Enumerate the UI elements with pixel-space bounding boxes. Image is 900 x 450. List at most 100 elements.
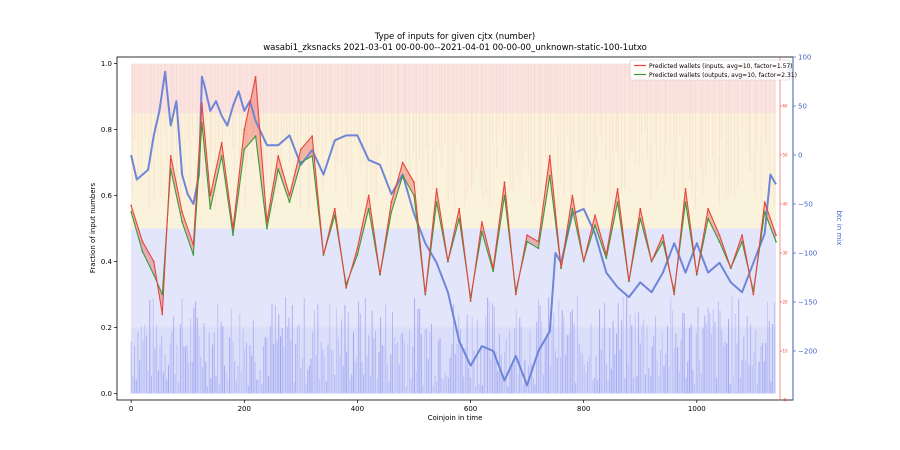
series-point-outputs xyxy=(650,260,653,263)
series-point-inputs xyxy=(775,234,777,236)
x-tick-label: 800 xyxy=(577,405,590,413)
series-point-outputs xyxy=(661,240,664,243)
series-point-inputs xyxy=(345,286,348,289)
series-point-inputs xyxy=(741,234,743,236)
series-point-outputs xyxy=(367,207,370,210)
series-point-outputs xyxy=(345,283,348,286)
right-tick-label: −100 xyxy=(798,250,817,258)
series-point-outputs xyxy=(161,293,164,296)
y-axis-right-label: btc in mix xyxy=(835,211,843,246)
series-point-outputs xyxy=(526,240,529,243)
series-point-outputs xyxy=(130,211,133,213)
x-tick-label: 0 xyxy=(129,405,133,413)
series-point-inputs xyxy=(526,234,529,236)
series-point-inputs xyxy=(266,221,268,223)
series-point-inputs xyxy=(503,181,506,184)
series-point-inputs xyxy=(152,260,155,263)
y-tick-label: 0.8 xyxy=(101,126,112,134)
y-tick-label: 0.2 xyxy=(101,324,112,332)
legend-label-outputs: Predicted wallets (outputs, avg=10, fact… xyxy=(649,72,797,79)
series-point-outputs xyxy=(413,194,415,197)
series-point-inputs xyxy=(718,234,721,236)
inner-tick-label: 0 xyxy=(784,398,787,403)
series-point-outputs xyxy=(639,217,642,220)
x-tick-label: 600 xyxy=(464,405,477,413)
series-point-outputs xyxy=(458,217,461,220)
series-point-outputs xyxy=(401,174,404,177)
series-point-outputs xyxy=(311,155,314,157)
x-axis-label: Coinjoin in time xyxy=(428,414,483,422)
series-point-outputs xyxy=(707,217,710,220)
series-point-inputs xyxy=(594,214,596,217)
series-point-outputs xyxy=(537,247,540,250)
series-point-inputs xyxy=(311,135,314,138)
series-point-outputs xyxy=(424,293,427,296)
series-point-outputs xyxy=(192,253,195,256)
y-tick-label: 0.4 xyxy=(101,258,113,266)
series-point-outputs xyxy=(582,260,585,263)
series-point-outputs xyxy=(356,253,359,256)
series-point-inputs xyxy=(299,148,302,151)
series-point-inputs xyxy=(707,207,710,210)
series-point-inputs xyxy=(200,102,203,105)
series-point-inputs xyxy=(390,201,393,204)
series-point-outputs xyxy=(277,168,280,171)
series-point-outputs xyxy=(548,174,551,177)
series-point-inputs xyxy=(401,161,404,164)
series-point-outputs xyxy=(181,221,183,223)
inner-tick-label: 40 xyxy=(782,202,788,207)
y-axis-inner: 60 50 40 30 20 10 0 xyxy=(779,57,788,403)
band-layer xyxy=(130,63,777,394)
right-tick-label: 50 xyxy=(798,103,807,111)
series-point-outputs xyxy=(718,240,721,243)
series-point-inputs xyxy=(141,240,144,243)
series-point-inputs xyxy=(254,75,257,78)
series-point-outputs xyxy=(684,201,687,204)
series-point-outputs xyxy=(741,240,743,243)
series-point-outputs xyxy=(571,207,574,210)
series-point-inputs xyxy=(673,293,676,296)
x-tick-label: 1000 xyxy=(688,405,706,413)
series-point-outputs xyxy=(254,135,257,138)
inner-tick-label: 50 xyxy=(782,153,788,158)
right-tick-label: 100 xyxy=(798,54,811,62)
series-point-outputs xyxy=(695,273,698,276)
series-point-inputs xyxy=(763,201,766,204)
series-point-outputs xyxy=(673,290,676,293)
series-point-inputs xyxy=(480,221,483,223)
series-point-inputs xyxy=(367,194,370,197)
x-axis: 0 200 400 600 800 1000 xyxy=(129,400,706,413)
series-point-outputs xyxy=(752,290,755,293)
series-point-inputs xyxy=(243,128,246,131)
series-point-inputs xyxy=(413,181,415,184)
right-tick-label: −200 xyxy=(798,348,817,356)
chart-title: Type of inputs for given cjtx (number) xyxy=(374,32,536,42)
series-point-outputs xyxy=(514,290,517,293)
series-point-outputs xyxy=(763,211,766,213)
series-point-inputs xyxy=(435,188,438,190)
series-point-outputs xyxy=(220,155,223,157)
series-point-outputs xyxy=(605,257,608,260)
series-point-outputs xyxy=(628,280,630,283)
series-point-inputs xyxy=(232,227,234,230)
inner-tick-label: 20 xyxy=(782,300,788,305)
y-tick-label: 0.6 xyxy=(101,192,113,200)
series-point-inputs xyxy=(277,155,280,157)
series-point-inputs xyxy=(458,207,461,210)
right-tick-label: −150 xyxy=(798,299,817,307)
series-point-outputs xyxy=(141,250,144,253)
series-point-outputs xyxy=(469,296,472,299)
series-point-inputs xyxy=(752,293,755,296)
series-point-inputs xyxy=(605,253,608,256)
series-point-outputs xyxy=(209,207,212,210)
series-point-outputs xyxy=(616,201,619,204)
series-point-inputs xyxy=(571,194,574,197)
series-point-inputs xyxy=(639,207,642,210)
inner-tick-label: 10 xyxy=(782,349,788,354)
series-point-outputs xyxy=(232,234,234,236)
series-point-outputs xyxy=(390,211,393,213)
series-point-outputs xyxy=(492,270,495,273)
y-tick-label: 1.0 xyxy=(101,60,112,68)
series-point-outputs xyxy=(560,267,562,269)
